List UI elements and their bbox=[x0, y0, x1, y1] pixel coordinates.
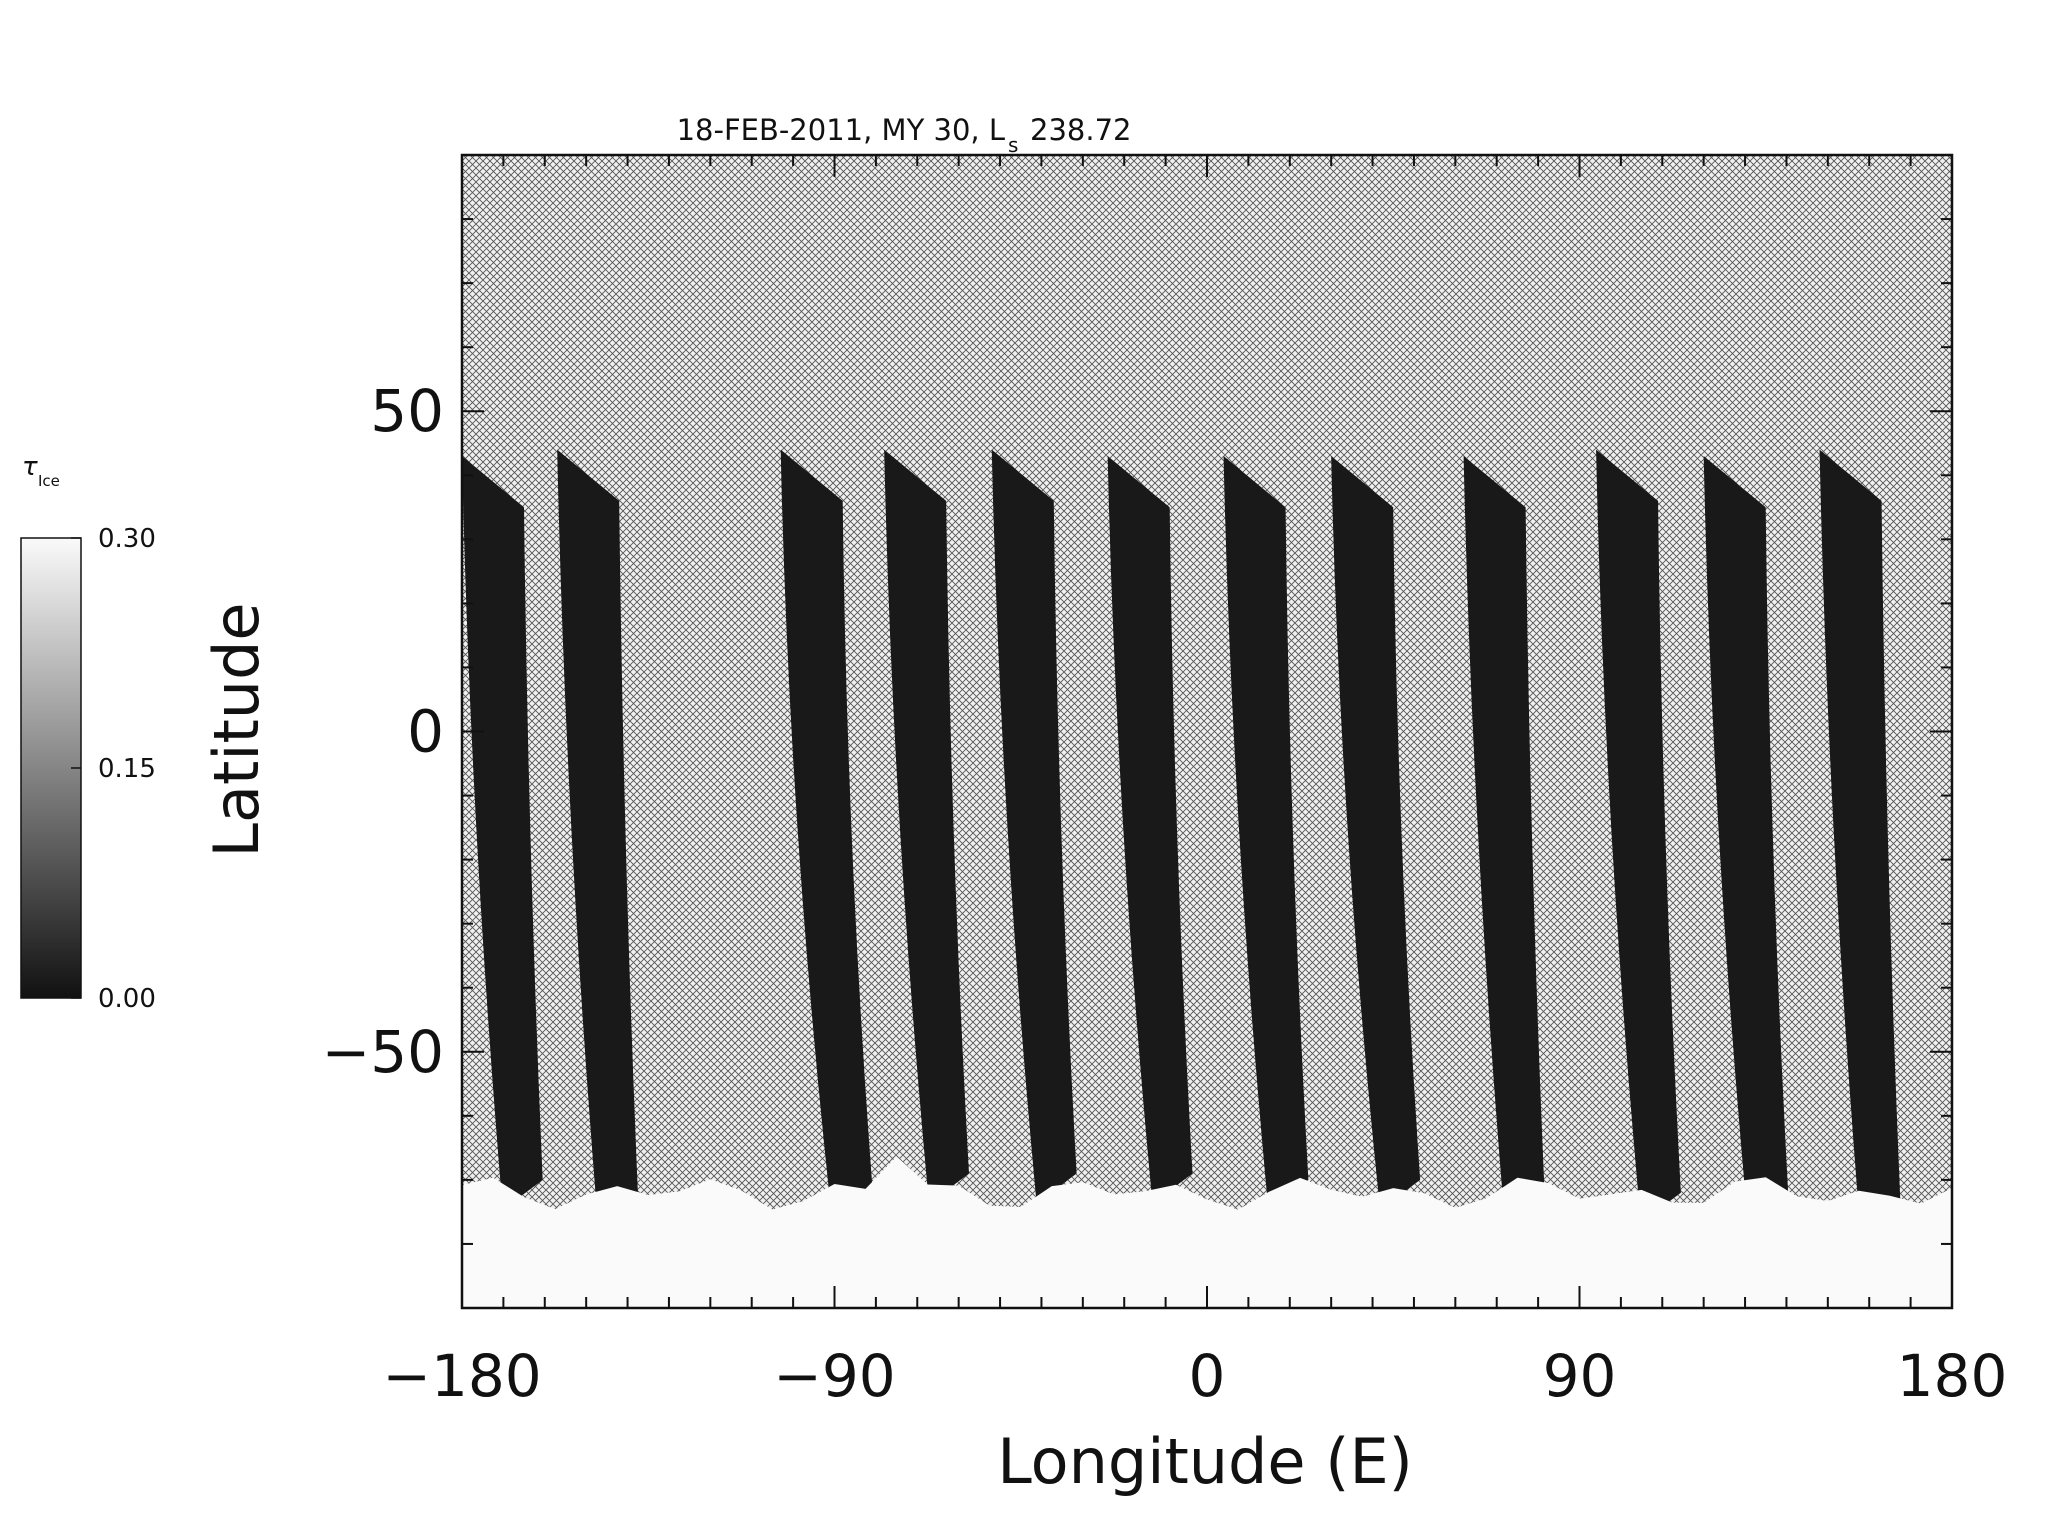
data-layer bbox=[462, 449, 1952, 1308]
x-tick-label: 180 bbox=[1897, 1342, 2008, 1410]
colorbar-label-symbol: τ bbox=[22, 452, 38, 482]
observation-swath bbox=[884, 449, 969, 1204]
chart-title: 18-FEB-2011, MY 30, L bbox=[677, 113, 1005, 147]
observation-swath bbox=[1463, 456, 1545, 1217]
x-tick-label: −180 bbox=[382, 1342, 541, 1410]
observation-swath bbox=[557, 449, 638, 1223]
observation-swath bbox=[1819, 449, 1901, 1230]
observation-swath bbox=[991, 449, 1077, 1204]
y-tick-label: 50 bbox=[370, 377, 444, 445]
observation-swath bbox=[1703, 456, 1789, 1230]
observation-swath bbox=[1331, 456, 1421, 1210]
x-tick-label: −90 bbox=[773, 1342, 895, 1410]
south-polar-cloud bbox=[462, 1156, 1952, 1308]
colorbar-tick-label: 0.15 bbox=[98, 754, 156, 784]
colorbar-label-subscript: Ice bbox=[38, 472, 60, 490]
y-tick-label: −50 bbox=[322, 1018, 444, 1086]
colorbar-tick-label: 0.00 bbox=[98, 984, 156, 1014]
y-tick-label: 0 bbox=[407, 698, 444, 766]
chart-title-ls-value: 238.72 bbox=[1030, 113, 1131, 147]
observation-swath bbox=[780, 449, 874, 1236]
chart-title-subscript: s bbox=[1008, 133, 1018, 157]
observation-swath bbox=[1107, 456, 1193, 1204]
y-axis-label: Latitude bbox=[200, 602, 273, 857]
plot-area-nodata bbox=[462, 155, 1952, 1308]
x-tick-label: 0 bbox=[1189, 1342, 1226, 1410]
observation-swath bbox=[1596, 449, 1681, 1223]
x-axis-label: Longitude (E) bbox=[997, 1425, 1413, 1498]
observation-swath bbox=[1223, 456, 1309, 1210]
axes-layer: −180 −90 0 90 180 50 0 −50 bbox=[322, 154, 2008, 1410]
colorbar-ticks: 0.30 0.15 0.00 bbox=[71, 524, 156, 1014]
colorbar-tick-label: 0.30 bbox=[98, 524, 156, 554]
observation-swath bbox=[462, 456, 543, 1210]
x-tick-label: 90 bbox=[1543, 1342, 1617, 1410]
